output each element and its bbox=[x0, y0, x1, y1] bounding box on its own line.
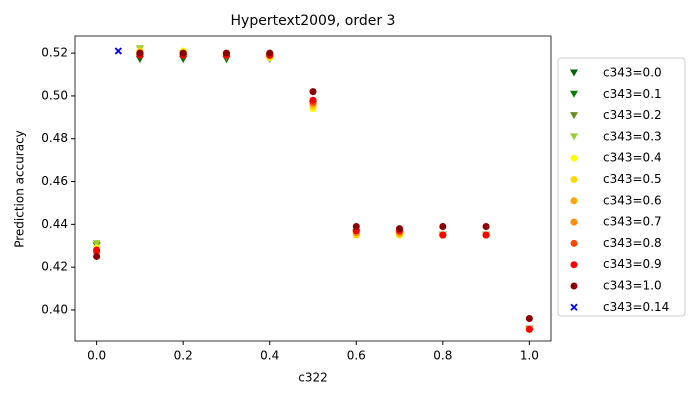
point bbox=[439, 231, 447, 239]
legend-label: c343=0.4 bbox=[603, 151, 662, 165]
legend-label: c343=0.3 bbox=[603, 129, 662, 143]
point bbox=[482, 231, 490, 239]
legend-marker bbox=[570, 112, 578, 120]
x-tick-label: 0.2 bbox=[174, 349, 193, 363]
point bbox=[352, 222, 360, 230]
legend-label: c343=0.2 bbox=[603, 108, 662, 122]
x-tick-label: 0.6 bbox=[347, 349, 366, 363]
y-tick-label: 0.42 bbox=[41, 260, 68, 274]
legend-label: c343=0.9 bbox=[603, 257, 662, 271]
y-tick-label: 0.46 bbox=[41, 174, 68, 188]
legend-marker bbox=[570, 282, 578, 290]
legend-label: c343=0.5 bbox=[603, 172, 662, 186]
chart-title: Hypertext2009, order 3 bbox=[231, 13, 396, 29]
point bbox=[136, 49, 144, 57]
legend-label: c343=0.1 bbox=[603, 87, 662, 101]
legend-marker bbox=[570, 261, 578, 269]
point bbox=[396, 225, 404, 233]
legend-label: c343=0.6 bbox=[603, 193, 662, 207]
legend-label: c343=0.7 bbox=[603, 215, 662, 229]
x-tick-label: 1.0 bbox=[520, 349, 539, 363]
point bbox=[179, 49, 187, 57]
legend-marker bbox=[570, 176, 578, 183]
x-axis-label: c322 bbox=[298, 371, 328, 385]
point bbox=[114, 47, 122, 55]
x-tick-label: 0.8 bbox=[433, 349, 452, 363]
x-tick-label: 0.4 bbox=[260, 349, 279, 363]
legend-marker bbox=[570, 197, 578, 205]
y-tick-label: 0.44 bbox=[41, 217, 68, 231]
legend-marker bbox=[570, 303, 578, 311]
y-tick-label: 0.52 bbox=[41, 46, 68, 60]
legend-label: c343=0.0 bbox=[603, 66, 662, 80]
legend-label: c343=0.8 bbox=[603, 236, 662, 250]
y-tick-label: 0.40 bbox=[41, 302, 68, 316]
point bbox=[222, 49, 230, 57]
point bbox=[525, 315, 533, 323]
x-tick-label: 0.0 bbox=[87, 349, 106, 363]
legend-marker bbox=[570, 69, 578, 77]
legend-label: c343=1.0 bbox=[603, 279, 662, 293]
y-tick-label: 0.48 bbox=[41, 131, 68, 145]
plot-frame bbox=[74, 35, 552, 342]
legend-marker bbox=[570, 90, 578, 98]
point bbox=[93, 252, 101, 260]
legend-box bbox=[557, 57, 686, 317]
legend-marker bbox=[570, 133, 578, 141]
point bbox=[309, 96, 317, 104]
point bbox=[309, 88, 317, 96]
point bbox=[439, 222, 447, 230]
y-tick-label: 0.50 bbox=[41, 88, 68, 102]
point bbox=[93, 246, 101, 254]
point bbox=[266, 49, 274, 57]
point bbox=[92, 240, 101, 248]
y-axis-label: Prediction accuracy bbox=[13, 130, 27, 248]
legend-marker bbox=[570, 239, 578, 247]
point bbox=[525, 325, 533, 333]
legend-marker bbox=[570, 218, 578, 226]
legend-marker bbox=[570, 154, 578, 162]
point bbox=[482, 222, 490, 230]
legend-label: c343=0.14 bbox=[603, 300, 669, 314]
